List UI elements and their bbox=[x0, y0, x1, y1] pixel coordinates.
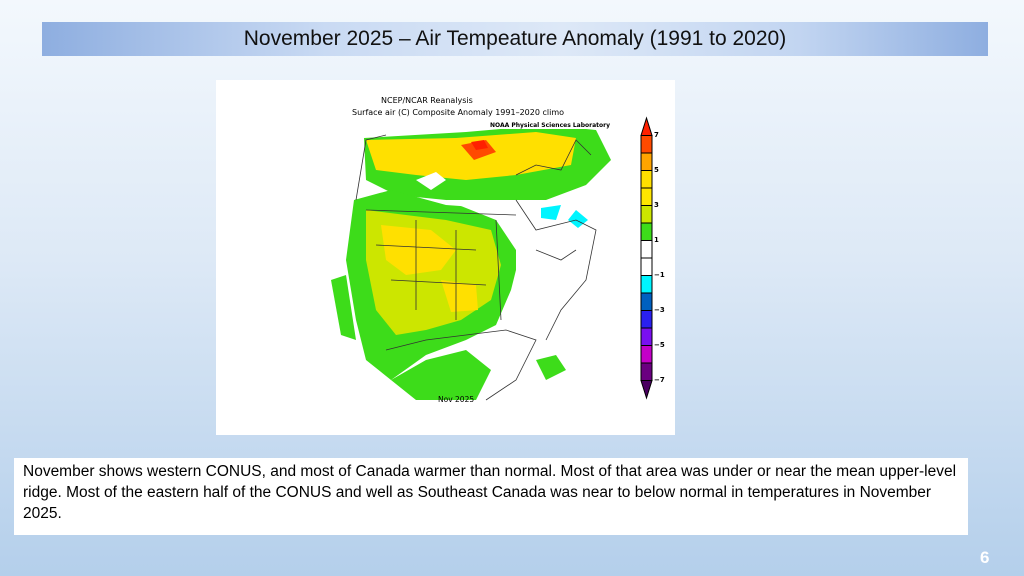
map-graphic bbox=[331, 116, 653, 401]
colorbar bbox=[640, 116, 653, 400]
colorbar-segment bbox=[640, 116, 653, 136]
colorbar-segment bbox=[640, 345, 653, 364]
colorbar-segment bbox=[640, 327, 653, 346]
map-credit: NOAA Physical Sciences Laboratory bbox=[490, 122, 611, 129]
anomaly-fill bbox=[331, 125, 616, 400]
colorbar-segment bbox=[640, 257, 653, 276]
colorbar-segment bbox=[640, 362, 653, 381]
colorbar-segment bbox=[640, 152, 653, 171]
colorbar-tick-label: 1 bbox=[654, 235, 659, 244]
colorbar-tick-label: −3 bbox=[654, 305, 665, 314]
colorbar-segment bbox=[640, 275, 653, 294]
temperature-anomaly-map: NCEP/NCAR Reanalysis Surface air (C) Com… bbox=[216, 80, 675, 435]
colorbar-segment bbox=[640, 240, 653, 259]
colorbar-segment bbox=[640, 135, 653, 154]
map-title-line1: NCEP/NCAR Reanalysis bbox=[381, 96, 473, 105]
colorbar-tick-label: 3 bbox=[654, 200, 659, 209]
colorbar-tick-label: 5 bbox=[654, 165, 659, 174]
colorbar-segment bbox=[640, 170, 653, 189]
colorbar-segment bbox=[640, 222, 653, 241]
map-outlines bbox=[355, 134, 597, 401]
colorbar-segment bbox=[640, 310, 653, 329]
colorbar-tick-label: −5 bbox=[654, 340, 665, 349]
slide-body-text: November shows western CONUS, and most o… bbox=[14, 458, 968, 535]
colorbar-segment bbox=[640, 205, 653, 224]
map-date-label: Nov 2025 bbox=[438, 395, 475, 404]
slide-title: November 2025 – Air Tempeature Anomaly (… bbox=[243, 27, 787, 50]
colorbar-tick-label: 7 bbox=[654, 130, 659, 139]
colorbar-segment bbox=[640, 380, 653, 400]
colorbar-segment bbox=[640, 187, 653, 206]
colorbar-tick-label: −1 bbox=[654, 270, 665, 279]
colorbar-segment bbox=[640, 292, 653, 311]
page-number: 6 bbox=[980, 548, 990, 567]
colorbar-tick-label: −7 bbox=[654, 375, 665, 384]
map-title-line2: Surface air (C) Composite Anomaly 1991–2… bbox=[352, 108, 565, 117]
slide-title-bar: November 2025 – Air Tempeature Anomaly (… bbox=[42, 22, 988, 56]
